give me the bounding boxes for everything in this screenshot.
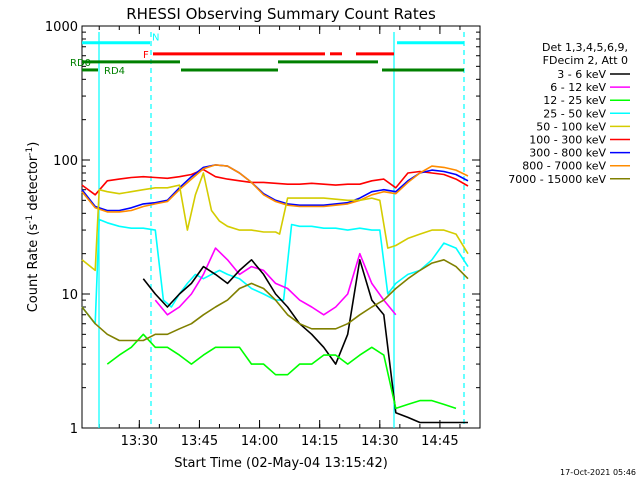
x-tick-label: 13:30 [121, 434, 158, 449]
series-line-6 [142, 258, 468, 424]
series-line-0 [81, 168, 469, 196]
timestamp: 17-Oct-2021 05:46 [560, 468, 636, 477]
flag-label: RD4 [104, 66, 125, 77]
y-axis-label-mid: detector [26, 155, 41, 215]
legend-entry-label: 50 - 100 keV [536, 120, 606, 133]
series-line-5 [154, 247, 397, 316]
series-line-8 [81, 258, 469, 342]
y-tick-label: 10 [61, 288, 78, 303]
flag-label: N [152, 33, 159, 44]
legend-entry-label: 6 - 12 keV [550, 81, 606, 94]
legend-entry-label: 3 - 6 keV [557, 68, 606, 81]
series-line-2 [81, 164, 469, 213]
x-axis-label: Start Time (02-May-04 13:15:42) [174, 456, 388, 471]
legend-entry-label: 25 - 50 keV [543, 107, 606, 120]
legend-entry-label: 12 - 25 keV [543, 94, 606, 107]
legend-header-line-1: Det 1,3,4,5,6,9, [542, 41, 628, 54]
plot-frame [81, 25, 481, 429]
y-axis-label-sup1: -1 [25, 215, 35, 224]
x-tick-label: 14:45 [421, 434, 458, 449]
x-tick-label: 14:00 [241, 434, 278, 449]
series-line-1 [81, 164, 469, 212]
legend-entry-label: 100 - 300 keV [529, 134, 606, 147]
chart-title: RHESSI Observing Summary Count Rates [126, 5, 436, 23]
y-axis-label-main: Count Rate (s [26, 224, 41, 313]
y-axis: 1 10 100 1000 [45, 20, 480, 437]
y-axis-label-end: ) [26, 142, 41, 147]
x-axis: 13:30 13:45 14:00 14:15 14:30 14:45 [98, 26, 481, 449]
legend-header-line-2: FDecim 2, Att 0 [543, 54, 628, 67]
flag-label: RD0 [70, 58, 91, 69]
legend-entry-label: 800 - 7000 keV [522, 160, 606, 173]
series-line-7 [106, 333, 457, 410]
plot-area [81, 25, 481, 429]
series-line-4 [81, 218, 469, 325]
flag-label: F [143, 50, 149, 61]
y-axis-label: Count Rate (s-1 detector-1) [25, 142, 41, 313]
flag-bars: NF RD0 RD4 [70, 33, 464, 77]
x-tick-label: 14:15 [301, 434, 338, 449]
y-tick-label: 1000 [45, 20, 78, 35]
y-tick-label: 100 [53, 154, 78, 169]
y-axis-label-sup2: -1 [25, 147, 35, 156]
x-tick-label: 14:30 [361, 434, 398, 449]
legend-entry-label: 300 - 800 keV [529, 147, 606, 160]
legend-entry-label: 7000 - 15000 keV [508, 173, 606, 186]
series-group [81, 164, 469, 424]
x-tick-label: 13:45 [181, 434, 218, 449]
y-tick-label: 1 [70, 422, 78, 437]
series-line-3 [81, 172, 469, 272]
legend: Det 1,3,4,5,6,9, FDecim 2, Att 0 3 - 6 k… [508, 41, 630, 186]
